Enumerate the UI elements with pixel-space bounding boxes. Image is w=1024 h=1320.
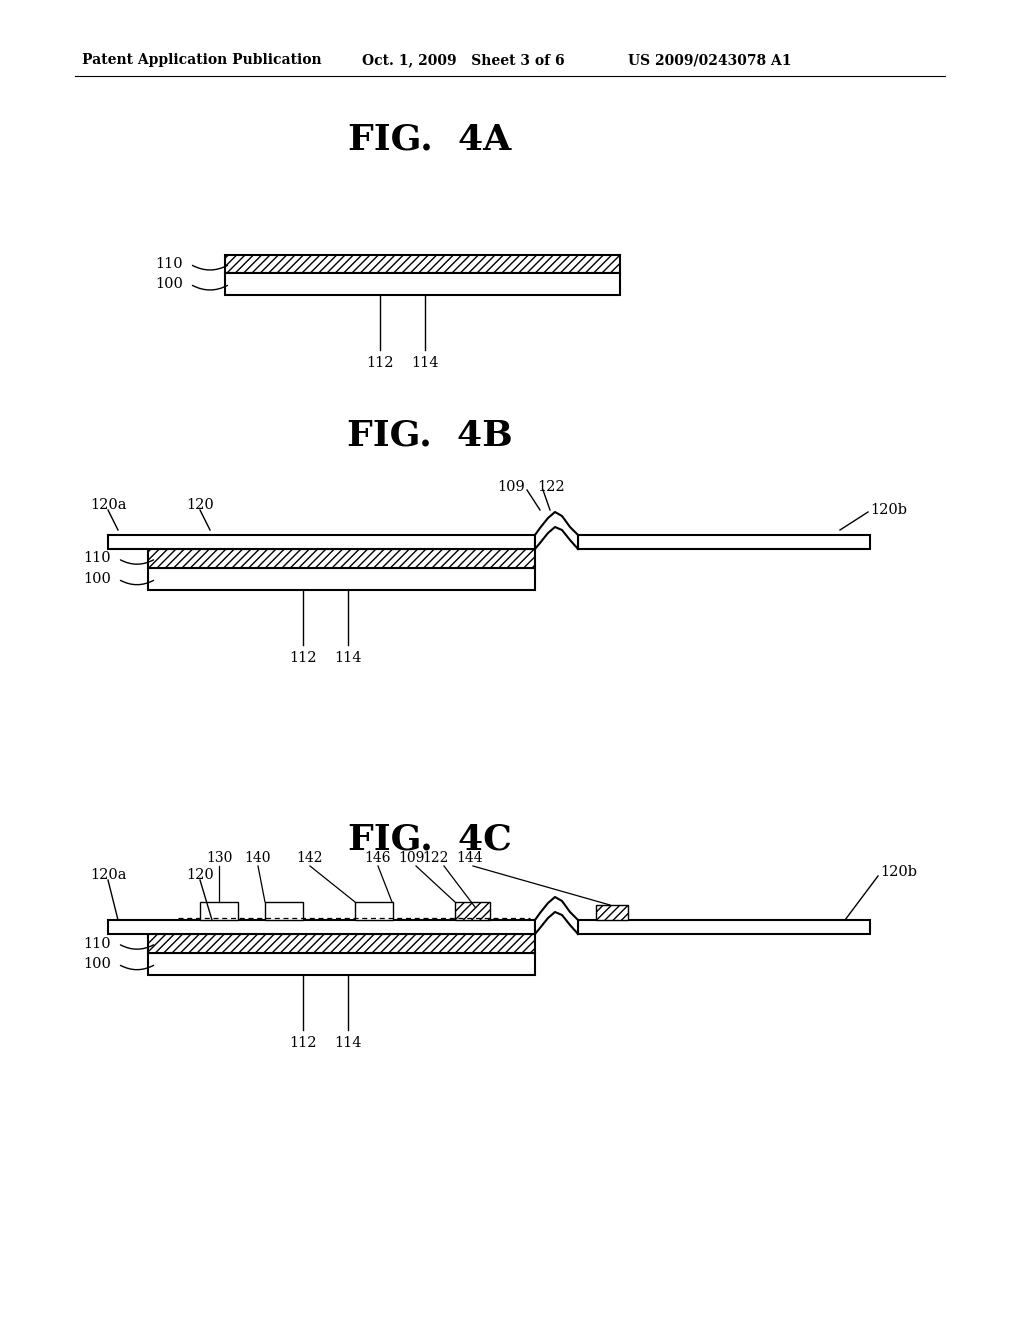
Text: 112: 112 <box>367 356 394 370</box>
Text: 144: 144 <box>457 851 483 865</box>
Bar <box>108 535 535 549</box>
Text: 120: 120 <box>186 869 214 882</box>
Bar <box>148 568 535 590</box>
Text: 120b: 120b <box>870 503 907 517</box>
Text: 146: 146 <box>365 851 391 865</box>
Text: 109: 109 <box>498 480 525 494</box>
Bar <box>455 902 490 920</box>
Text: FIG.  4B: FIG. 4B <box>347 418 513 451</box>
Bar <box>578 535 870 549</box>
Bar <box>596 906 628 920</box>
Bar <box>225 273 620 294</box>
Bar <box>148 549 535 568</box>
Text: 120b: 120b <box>880 865 918 879</box>
Bar <box>265 902 303 920</box>
Text: FIG.  4C: FIG. 4C <box>348 822 512 857</box>
Text: US 2009/0243078 A1: US 2009/0243078 A1 <box>628 53 792 67</box>
Text: Oct. 1, 2009   Sheet 3 of 6: Oct. 1, 2009 Sheet 3 of 6 <box>362 53 564 67</box>
Text: 109: 109 <box>398 851 425 865</box>
Text: 100: 100 <box>83 957 111 972</box>
Bar <box>578 920 870 935</box>
Text: 110: 110 <box>155 257 182 271</box>
Text: 130: 130 <box>206 851 232 865</box>
Text: 112: 112 <box>289 1036 316 1049</box>
Text: 100: 100 <box>83 572 111 586</box>
Text: 120a: 120a <box>90 498 126 512</box>
Bar <box>148 935 535 953</box>
Polygon shape <box>535 512 578 549</box>
Bar <box>148 953 535 975</box>
Text: 100: 100 <box>155 277 183 290</box>
Text: 120: 120 <box>186 498 214 512</box>
Text: 140: 140 <box>245 851 271 865</box>
Text: 142: 142 <box>297 851 324 865</box>
Text: Patent Application Publication: Patent Application Publication <box>82 53 322 67</box>
Bar <box>225 255 620 273</box>
Text: 114: 114 <box>334 1036 361 1049</box>
Text: 110: 110 <box>83 936 111 950</box>
Bar <box>355 902 393 920</box>
Text: 110: 110 <box>83 552 111 565</box>
Polygon shape <box>535 898 578 935</box>
Bar <box>200 902 238 920</box>
Text: FIG.  4A: FIG. 4A <box>348 123 512 157</box>
Text: 114: 114 <box>334 651 361 665</box>
Text: 122: 122 <box>423 851 450 865</box>
Text: 120a: 120a <box>90 869 126 882</box>
Text: 122: 122 <box>537 480 564 494</box>
Text: 114: 114 <box>412 356 438 370</box>
Bar <box>108 920 535 935</box>
Text: 112: 112 <box>289 651 316 665</box>
